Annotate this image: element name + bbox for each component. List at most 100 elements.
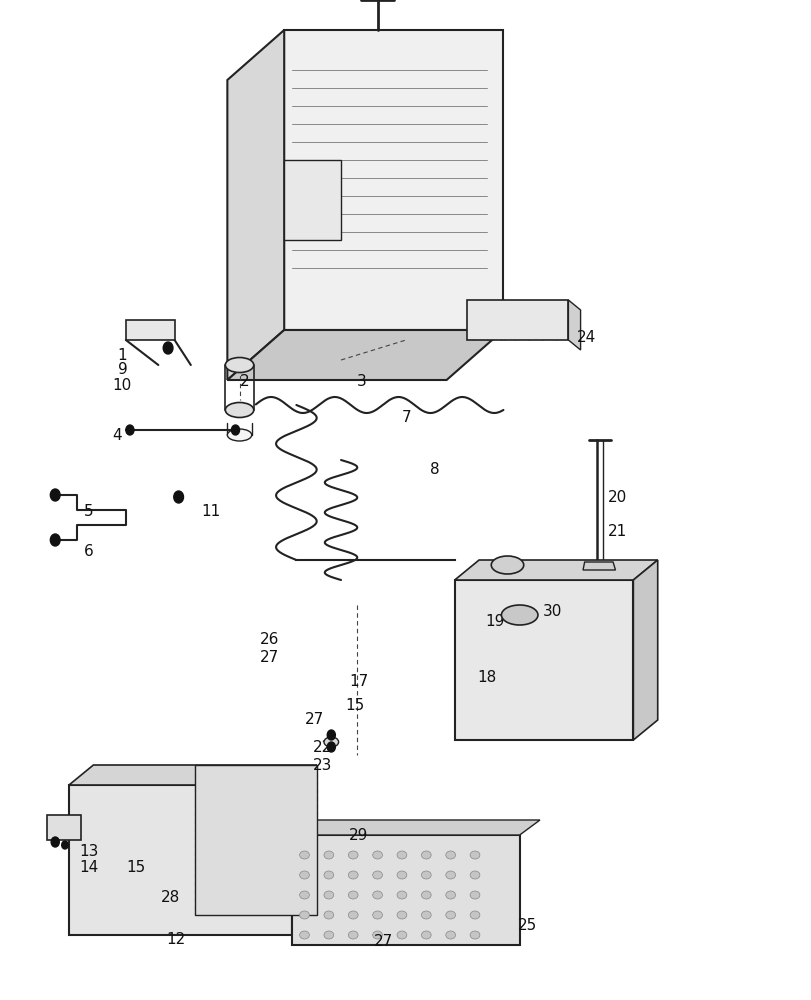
- Text: 14: 14: [79, 859, 99, 874]
- Polygon shape: [633, 560, 657, 740]
- Text: 18: 18: [477, 670, 496, 684]
- Text: 16: 16: [45, 818, 64, 832]
- Ellipse shape: [299, 931, 309, 939]
- Text: 11: 11: [201, 504, 221, 520]
- Ellipse shape: [348, 891, 358, 899]
- Ellipse shape: [397, 851, 406, 859]
- Ellipse shape: [421, 871, 431, 879]
- Ellipse shape: [372, 931, 382, 939]
- Polygon shape: [126, 320, 174, 340]
- Text: 26: 26: [260, 633, 279, 648]
- Ellipse shape: [299, 891, 309, 899]
- Polygon shape: [466, 300, 568, 340]
- Polygon shape: [195, 765, 316, 915]
- Text: 15: 15: [126, 859, 145, 874]
- Ellipse shape: [348, 871, 358, 879]
- Polygon shape: [69, 785, 292, 935]
- Polygon shape: [568, 300, 580, 350]
- Text: 15: 15: [345, 698, 364, 712]
- Text: 24: 24: [576, 330, 595, 344]
- Text: 27: 27: [304, 712, 324, 728]
- Circle shape: [50, 534, 60, 546]
- Ellipse shape: [470, 891, 479, 899]
- Text: 17: 17: [349, 674, 368, 690]
- Polygon shape: [292, 765, 316, 935]
- Text: 8: 8: [430, 462, 440, 478]
- Text: 29: 29: [349, 828, 368, 842]
- Ellipse shape: [348, 851, 358, 859]
- Circle shape: [50, 489, 60, 501]
- Ellipse shape: [324, 851, 333, 859]
- Ellipse shape: [225, 402, 253, 418]
- Text: 23: 23: [312, 758, 332, 772]
- Ellipse shape: [299, 851, 309, 859]
- Polygon shape: [284, 30, 503, 330]
- Text: 9: 9: [118, 362, 127, 377]
- Ellipse shape: [500, 605, 537, 625]
- Circle shape: [327, 742, 335, 752]
- Text: 27: 27: [260, 650, 279, 664]
- Text: 12: 12: [166, 932, 186, 948]
- Text: 13: 13: [79, 844, 99, 859]
- Circle shape: [163, 342, 173, 354]
- Polygon shape: [227, 330, 503, 380]
- Ellipse shape: [299, 911, 309, 919]
- Polygon shape: [69, 765, 316, 785]
- Ellipse shape: [397, 931, 406, 939]
- Ellipse shape: [397, 871, 406, 879]
- Ellipse shape: [445, 911, 455, 919]
- Text: 28: 28: [161, 890, 180, 904]
- Ellipse shape: [470, 871, 479, 879]
- Text: 20: 20: [607, 489, 626, 504]
- Text: 21: 21: [607, 524, 626, 540]
- Ellipse shape: [227, 429, 251, 441]
- Ellipse shape: [470, 911, 479, 919]
- Polygon shape: [454, 580, 633, 740]
- Ellipse shape: [421, 931, 431, 939]
- Ellipse shape: [299, 871, 309, 879]
- Circle shape: [327, 730, 335, 740]
- Ellipse shape: [445, 891, 455, 899]
- Ellipse shape: [348, 911, 358, 919]
- Ellipse shape: [421, 891, 431, 899]
- Text: 2: 2: [239, 374, 249, 389]
- Circle shape: [174, 491, 183, 503]
- Text: 19: 19: [485, 614, 504, 630]
- Circle shape: [62, 841, 68, 849]
- Circle shape: [51, 837, 59, 847]
- Polygon shape: [454, 560, 657, 580]
- Text: 22: 22: [312, 740, 332, 754]
- Ellipse shape: [324, 911, 333, 919]
- Text: 30: 30: [542, 604, 561, 619]
- Ellipse shape: [470, 851, 479, 859]
- Text: 5: 5: [84, 504, 93, 520]
- Ellipse shape: [445, 851, 455, 859]
- Ellipse shape: [324, 891, 333, 899]
- Text: 3: 3: [357, 374, 367, 389]
- Ellipse shape: [397, 911, 406, 919]
- Circle shape: [126, 425, 134, 435]
- Ellipse shape: [372, 911, 382, 919]
- Text: 25: 25: [517, 918, 537, 932]
- Ellipse shape: [470, 931, 479, 939]
- Ellipse shape: [491, 556, 523, 574]
- Ellipse shape: [324, 931, 333, 939]
- Ellipse shape: [324, 737, 338, 747]
- Text: 6: 6: [84, 544, 93, 560]
- Ellipse shape: [421, 851, 431, 859]
- Ellipse shape: [397, 891, 406, 899]
- Polygon shape: [292, 820, 539, 835]
- Text: 4: 4: [112, 428, 122, 442]
- Ellipse shape: [324, 871, 333, 879]
- Ellipse shape: [372, 871, 382, 879]
- Polygon shape: [47, 815, 81, 840]
- Polygon shape: [284, 160, 341, 240]
- Ellipse shape: [348, 931, 358, 939]
- Ellipse shape: [372, 851, 382, 859]
- Polygon shape: [582, 562, 615, 570]
- Polygon shape: [292, 835, 519, 945]
- Ellipse shape: [445, 871, 455, 879]
- Text: 1: 1: [118, 348, 127, 362]
- Ellipse shape: [445, 931, 455, 939]
- Text: 7: 7: [401, 410, 411, 424]
